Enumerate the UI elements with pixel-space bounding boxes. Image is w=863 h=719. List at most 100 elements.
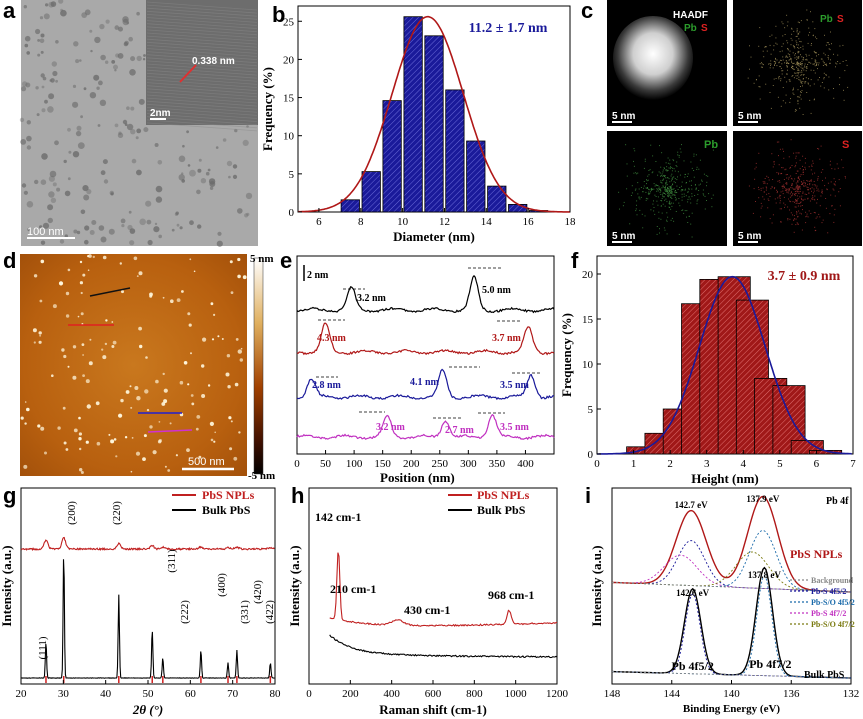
eds-signal bbox=[671, 194, 673, 196]
eds-signal bbox=[767, 207, 769, 209]
eds-signal bbox=[696, 200, 698, 202]
eds-signal bbox=[806, 58, 808, 60]
eds-signal bbox=[766, 187, 768, 189]
afm-particle bbox=[79, 281, 83, 285]
eds-signal bbox=[780, 195, 782, 197]
eds-signal bbox=[772, 179, 774, 180]
eds-signal bbox=[800, 74, 802, 76]
eds-signal bbox=[825, 44, 827, 46]
eds-signal bbox=[788, 59, 790, 61]
eds-signal bbox=[698, 168, 700, 170]
legend-npl: PbS NPLs bbox=[477, 488, 530, 502]
eds-signal bbox=[791, 183, 793, 184]
eds-signal bbox=[794, 54, 796, 56]
eds-signal bbox=[790, 212, 792, 214]
eds-signal bbox=[795, 187, 797, 189]
lattice-fringe bbox=[146, 94, 258, 104]
eds-signal bbox=[783, 157, 785, 159]
eds-signal bbox=[787, 219, 789, 221]
eds-signal bbox=[695, 184, 696, 186]
eds-signal bbox=[786, 81, 788, 83]
afm-particle bbox=[210, 302, 214, 306]
eds-signal bbox=[657, 185, 659, 187]
afm-particle bbox=[235, 338, 239, 341]
eds-signal bbox=[796, 31, 798, 33]
eds-signal bbox=[795, 162, 797, 164]
eds-signal bbox=[690, 202, 692, 204]
eds-signal bbox=[831, 43, 832, 45]
afm-particle bbox=[40, 426, 45, 431]
x-tick-label: 200 bbox=[403, 458, 420, 470]
pbs-dots bbox=[747, 9, 849, 115]
y-tick-label: 0 bbox=[289, 207, 295, 219]
eds-signal bbox=[763, 191, 765, 193]
tem-particle bbox=[90, 49, 93, 53]
eds-signal bbox=[813, 190, 815, 192]
profile-height-label: 3.5 nm bbox=[500, 380, 530, 391]
eds-signal bbox=[836, 63, 838, 65]
afm-particle bbox=[143, 434, 147, 438]
eds-signal bbox=[819, 205, 821, 207]
eds-signal bbox=[799, 196, 801, 198]
eds-signal bbox=[701, 179, 703, 181]
eds-signal bbox=[797, 21, 799, 23]
eds-signal bbox=[777, 197, 779, 199]
eds-signal bbox=[812, 160, 814, 162]
eds-signal bbox=[807, 64, 809, 65]
afm-particle bbox=[169, 422, 172, 425]
eds-signal bbox=[681, 189, 683, 191]
eds-signal bbox=[828, 89, 830, 91]
eds-signal bbox=[660, 166, 662, 168]
eds-signal bbox=[665, 190, 667, 192]
eds-signal bbox=[808, 210, 810, 212]
eds-signal bbox=[781, 73, 783, 75]
eds-signal bbox=[760, 189, 762, 191]
panel-c: c HAADF Pb S 5 nm Pb S 5 nm Pb 5 nm S 5 … bbox=[581, 0, 862, 246]
tem-particle bbox=[26, 135, 32, 142]
afm-particle bbox=[65, 291, 70, 296]
eds-signal bbox=[805, 77, 807, 79]
profile-height-label: 3.5 nm bbox=[500, 422, 530, 433]
tem-particle bbox=[139, 218, 146, 226]
lattice-fringe bbox=[146, 45, 258, 54]
eds-signal bbox=[691, 195, 693, 197]
eds-signal bbox=[801, 182, 803, 184]
eds-signal bbox=[823, 62, 825, 64]
eds-signal bbox=[631, 192, 633, 194]
eds-signal bbox=[806, 180, 808, 181]
eds-signal bbox=[665, 162, 667, 164]
eds-signal bbox=[797, 224, 799, 225]
eds-signal bbox=[767, 176, 769, 178]
eds-signal bbox=[797, 100, 799, 102]
eds-signal bbox=[667, 216, 669, 218]
eds-signal bbox=[647, 198, 649, 200]
x-tick-label: 16 bbox=[523, 216, 535, 228]
eds-signal bbox=[782, 187, 784, 189]
eds-signal bbox=[812, 195, 814, 197]
eds-signal bbox=[765, 83, 767, 85]
afm-particle bbox=[63, 441, 67, 445]
lattice-fringe bbox=[146, 69, 258, 79]
eds-signal bbox=[767, 198, 769, 200]
eds-signal bbox=[677, 171, 679, 173]
afm-particle bbox=[37, 424, 41, 428]
eds-signal bbox=[795, 152, 797, 154]
eds-signal bbox=[814, 185, 816, 187]
eds-signal bbox=[648, 174, 650, 176]
tem-particle bbox=[246, 212, 250, 216]
eds-signal bbox=[652, 188, 653, 190]
eds-signal bbox=[817, 79, 819, 81]
eds-signal bbox=[825, 207, 827, 209]
eds-signal bbox=[784, 27, 786, 29]
eds-signal bbox=[664, 189, 666, 191]
afm-particle bbox=[136, 396, 141, 401]
eds-signal bbox=[798, 202, 800, 204]
eds-signal bbox=[781, 173, 783, 174]
eds-signal bbox=[660, 174, 662, 176]
tem-particle bbox=[98, 80, 103, 86]
eds-signal bbox=[816, 38, 818, 40]
eds-signal bbox=[786, 65, 787, 67]
afm-particle bbox=[201, 364, 205, 368]
lattice-fringe bbox=[146, 76, 258, 85]
